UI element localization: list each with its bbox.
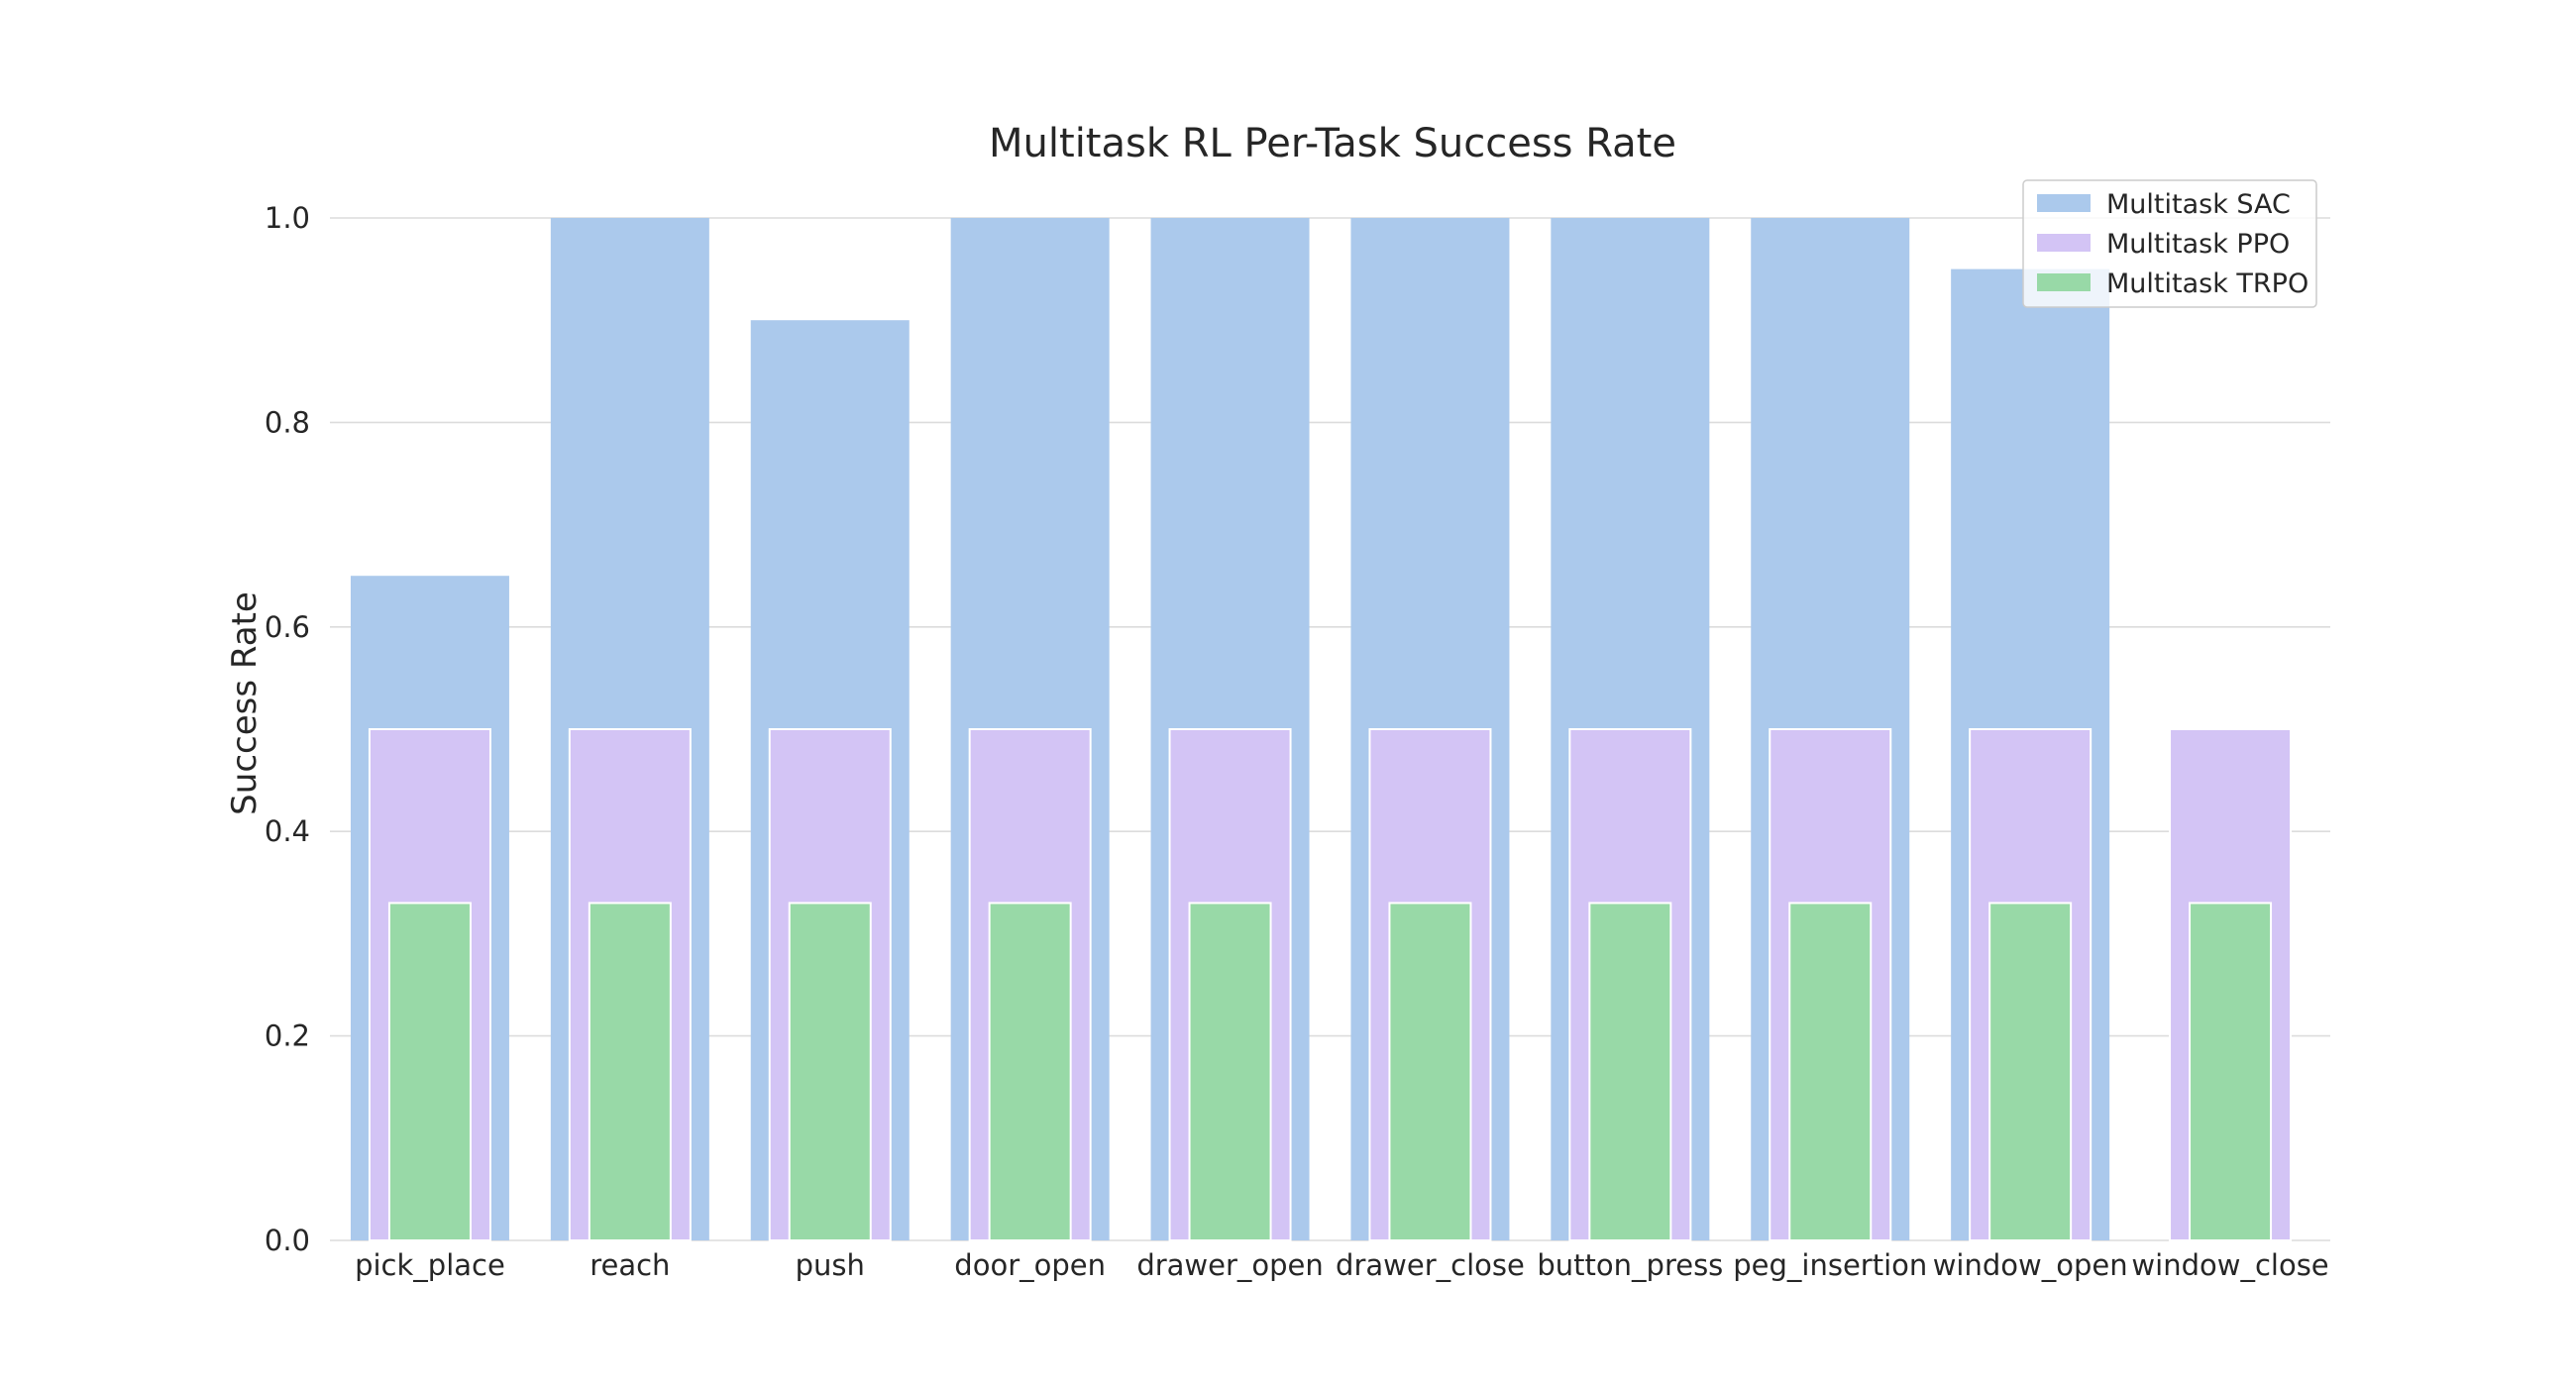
x-tick-label: door_open xyxy=(954,1248,1106,1282)
chart-title: Multitask RL Per-Task Success Rate xyxy=(989,121,1676,166)
legend-label: Multitask PPO xyxy=(2106,229,2290,260)
legend-label: Multitask SAC xyxy=(2106,189,2291,220)
x-tick-labels: pick_place reach push door_open drawer_open d… xyxy=(355,1248,2329,1282)
y-axis-label: Success Rate xyxy=(225,591,265,815)
legend-swatch xyxy=(2037,194,2091,212)
x-tick-label: pick_place xyxy=(355,1248,505,1282)
y-tick-label: 0.2 xyxy=(265,1019,310,1053)
legend: Multitask SAC Multitask PPO Multitask TRPO xyxy=(2022,179,2317,308)
x-tick-label: window_close xyxy=(2131,1248,2328,1282)
legend-swatch xyxy=(2037,273,2091,291)
x-tick-label: drawer_close xyxy=(1336,1248,1525,1282)
x-tick-label: button_press xyxy=(1537,1248,1723,1282)
x-tick-label: peg_insertion xyxy=(1733,1248,1927,1282)
bar-multitask-trpo-peg-insertion xyxy=(1788,902,1873,1241)
bar-multitask-trpo-door-open xyxy=(988,902,1072,1241)
y-tick-label: 0.8 xyxy=(265,405,310,439)
bar-multitask-trpo-drawer-open xyxy=(1188,902,1272,1241)
y-tick-label: 0.0 xyxy=(265,1224,310,1257)
x-tick-label: reach xyxy=(590,1248,670,1282)
bar-multitask-trpo-pick-place xyxy=(387,902,472,1241)
x-tick-label: drawer_open xyxy=(1136,1248,1323,1282)
bar-multitask-trpo-window-close xyxy=(2189,902,2273,1241)
bars xyxy=(350,218,2293,1241)
y-tick-label: 0.4 xyxy=(265,814,310,848)
y-tick-label: 0.6 xyxy=(265,610,310,644)
legend-swatch xyxy=(2037,234,2091,252)
y-tick-label: 1.0 xyxy=(265,201,310,235)
y-tick-labels: 0.0 0.2 0.4 0.6 0.8 1.0 xyxy=(265,201,310,1257)
bar-multitask-trpo-window-open xyxy=(1988,902,2073,1241)
bar-multitask-trpo-button-press xyxy=(1588,902,1672,1241)
bar-multitask-trpo-reach xyxy=(588,902,672,1241)
x-tick-label: push xyxy=(796,1248,865,1282)
bar-multitask-trpo-push xyxy=(788,902,872,1241)
legend-frame xyxy=(2022,179,2317,308)
bar-multitask-trpo-drawer-close xyxy=(1388,902,1472,1241)
x-tick-label: window_open xyxy=(1933,1248,2128,1282)
legend-label: Multitask TRPO xyxy=(2106,268,2308,299)
